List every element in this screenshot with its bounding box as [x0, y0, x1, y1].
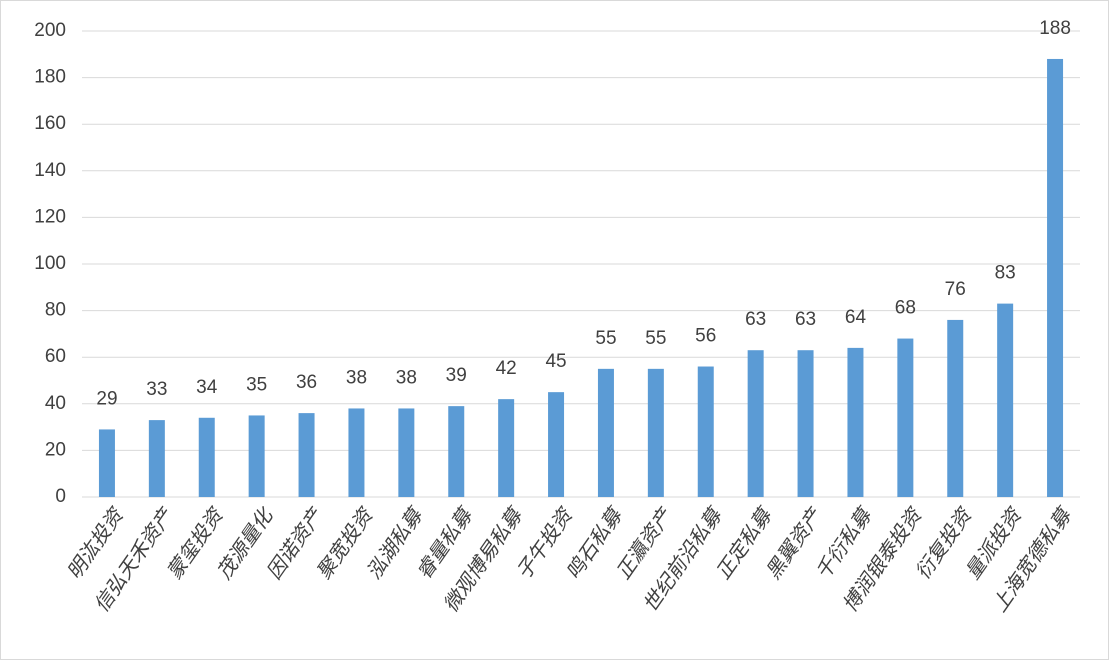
- data-label: 34: [196, 377, 218, 398]
- data-label: 56: [695, 326, 716, 347]
- bar: [947, 319, 964, 497]
- bar: [248, 415, 265, 497]
- y-tick-label: 40: [45, 393, 66, 414]
- bar: [98, 429, 115, 497]
- bar: [597, 368, 614, 497]
- data-label: 36: [296, 372, 317, 393]
- data-label: 39: [446, 365, 467, 386]
- bar: [498, 399, 515, 497]
- data-label: 55: [595, 328, 616, 349]
- bar: [847, 347, 864, 497]
- bar: [298, 413, 315, 497]
- bar: [897, 338, 914, 497]
- data-label: 45: [545, 351, 566, 372]
- y-tick-label: 180: [34, 67, 66, 88]
- bar: [348, 408, 365, 497]
- y-tick-label: 0: [55, 486, 66, 507]
- y-tick-label: 140: [34, 160, 66, 181]
- bar: [1047, 58, 1064, 498]
- bar: [697, 366, 714, 497]
- data-label: 68: [895, 298, 916, 319]
- data-label: 76: [945, 279, 966, 300]
- y-tick-label: 80: [45, 300, 66, 321]
- data-label: 38: [346, 367, 367, 388]
- bar: [797, 350, 814, 497]
- data-label: 38: [396, 367, 417, 388]
- bar: [747, 350, 764, 497]
- bar: [198, 417, 215, 497]
- data-label: 35: [246, 374, 267, 395]
- y-tick-label: 100: [34, 253, 66, 274]
- y-tick-label: 160: [34, 113, 66, 134]
- bar: [398, 408, 415, 497]
- data-label: 63: [745, 309, 766, 330]
- data-label: 55: [645, 328, 666, 349]
- y-tick-label: 20: [45, 439, 66, 460]
- bar: [148, 420, 165, 497]
- data-label: 63: [795, 309, 816, 330]
- y-tick-label: 200: [34, 20, 66, 41]
- data-label: 83: [995, 263, 1016, 284]
- data-label: 64: [845, 307, 867, 328]
- y-tick-label: 120: [34, 206, 66, 227]
- data-label: 42: [496, 358, 517, 379]
- bar: [647, 368, 664, 497]
- bar: [548, 392, 565, 497]
- bar: [997, 303, 1014, 497]
- data-label: 33: [146, 379, 167, 400]
- data-label: 29: [96, 388, 117, 409]
- data-label: 188: [1039, 18, 1071, 39]
- bar: [448, 406, 465, 497]
- y-tick-label: 60: [45, 346, 66, 367]
